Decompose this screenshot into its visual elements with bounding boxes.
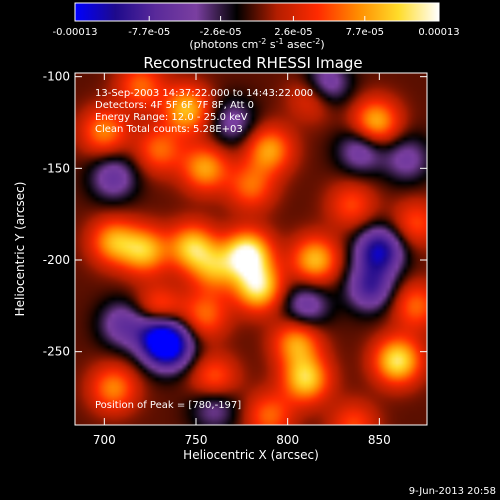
colorbar-tick-label: -2.6e-05: [200, 27, 242, 38]
colorbar: [74, 2, 440, 22]
date-stamp: 9-Jun-2013 20:58: [409, 486, 496, 497]
colorbar-tick-label: 0.00013: [418, 27, 459, 38]
x-tick-label: 700: [93, 433, 116, 447]
x-tick-label: 800: [276, 433, 299, 447]
plot-frame: [74, 72, 428, 426]
y-tick-label: -150: [43, 161, 70, 175]
colorbar-tick-label: -7.7e-05: [128, 27, 170, 38]
info-time-range: 13-Sep-2003 14:37:22.000 to 14:43:22.000: [95, 88, 313, 99]
colorbar-tick-label: 2.6e-05: [274, 27, 312, 38]
peak-position-label: Position of Peak = [780,-197]: [95, 400, 241, 411]
x-tick-label: 750: [185, 433, 208, 447]
chart-title: Reconstructed RHESSI Image: [143, 54, 362, 72]
info-energy-range: Energy Range: 12.0 - 25.0 keV: [95, 112, 248, 123]
y-axis-label: Heliocentric Y (arcsec): [13, 182, 27, 317]
observation-info: 13-Sep-2003 14:37:22.000 to 14:43:22.000…: [95, 88, 313, 135]
x-axis: 700 750 800 850: [93, 73, 391, 447]
y-tick-label: -100: [43, 70, 70, 84]
heatmap-area: [75, 73, 427, 425]
colorbar-ticks: -0.00013 -7.7e-05 -2.6e-05 2.6e-05 7.7e-05 0.…: [53, 16, 460, 38]
y-axis: -100 -150 -200 -250: [43, 70, 427, 359]
colorbar-units: (photons cm-2 s-1 asec-2): [189, 37, 324, 51]
x-axis-label: Heliocentric X (arcsec): [183, 448, 319, 462]
y-tick-label: -250: [43, 345, 70, 359]
info-clean-counts: Clean Total counts: 5.28E+03: [95, 124, 243, 135]
x-tick-label: 850: [368, 433, 391, 447]
colorbar-tick-label: -0.00013: [53, 27, 98, 38]
y-tick-label: -200: [43, 253, 70, 267]
colorbar-tick-label: 7.7e-05: [346, 27, 384, 38]
info-detectors: Detectors: 4F 5F 6F 7F 8F, Att 0: [95, 100, 254, 111]
